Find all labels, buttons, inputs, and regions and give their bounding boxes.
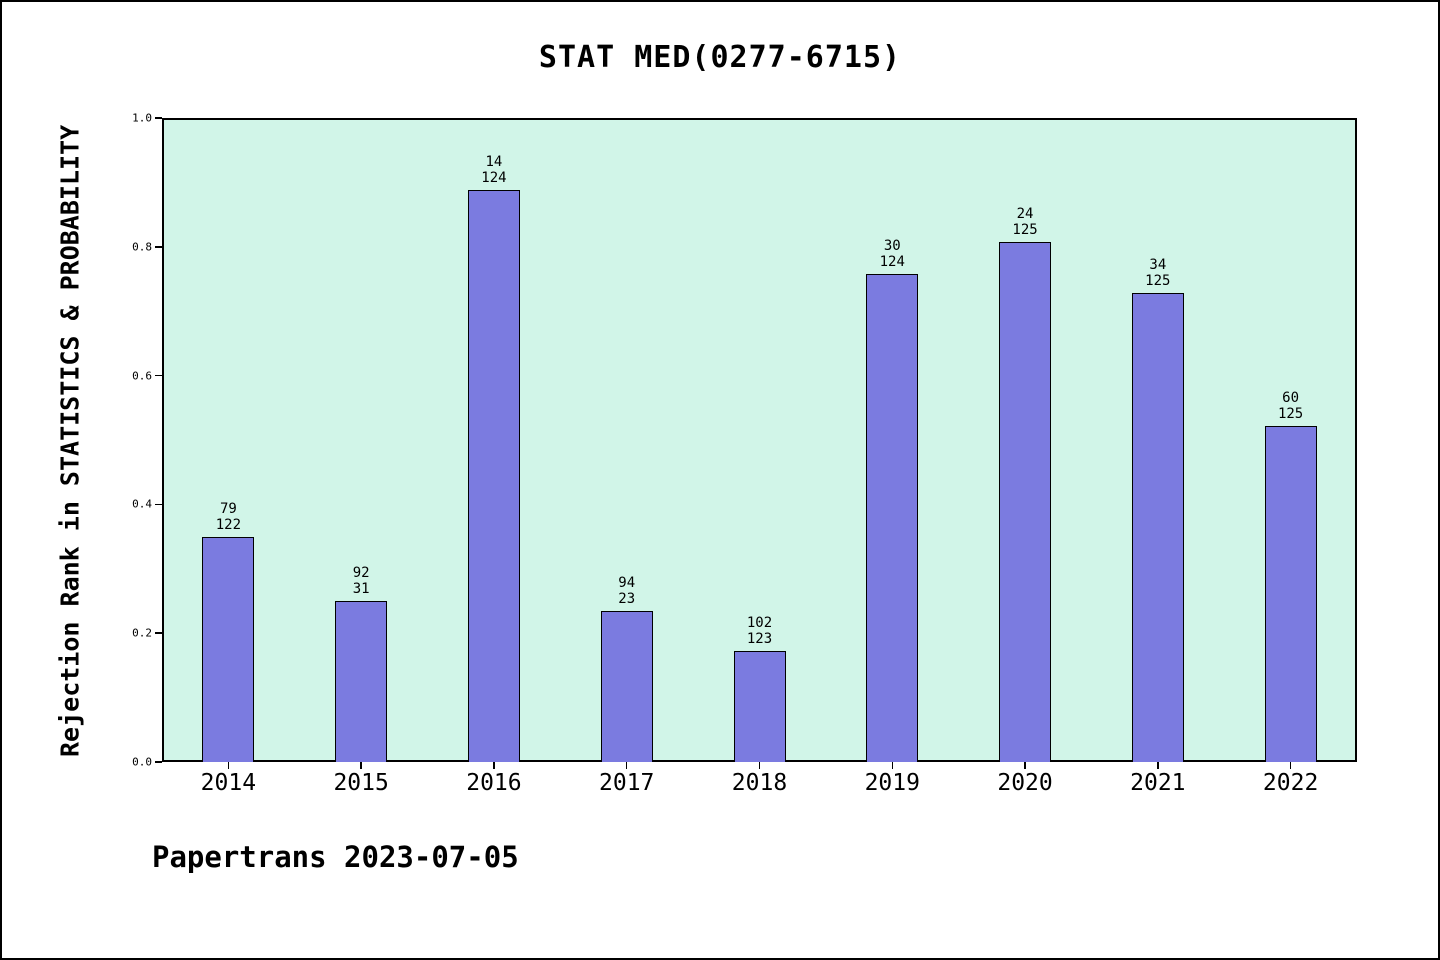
bar-2022 xyxy=(1264,425,1317,762)
y-tick-mark xyxy=(155,117,162,119)
x-tick-label: 2020 xyxy=(997,770,1053,796)
y-tick-label: 0.4 xyxy=(132,497,152,511)
y-tick-label: 0.0 xyxy=(132,755,152,769)
bar-value-label: 34 125 xyxy=(1145,257,1171,290)
x-tick-mark xyxy=(891,762,894,769)
y-tick-mark xyxy=(155,632,162,634)
y-tick-mark xyxy=(155,761,162,763)
bar-value-label: 92 31 xyxy=(352,565,370,597)
x-tick-label: 2019 xyxy=(864,770,920,796)
x-tick-label: 2015 xyxy=(333,770,389,796)
y-tick-label: 0.8 xyxy=(132,240,152,254)
y-tick-label: 0.6 xyxy=(132,369,152,383)
bar-value-label: 60 125 xyxy=(1277,389,1304,422)
x-tick-label: 2021 xyxy=(1130,770,1186,796)
x-tick-mark xyxy=(1157,762,1159,769)
chart-title: STAT MED(0277-6715) xyxy=(538,40,902,75)
y-tick-label: 1.0 xyxy=(132,111,152,125)
y-axis-label: Rejection Rank in STATISTICS & PROBABILI… xyxy=(55,124,85,758)
x-tick-label: 2022 xyxy=(1262,770,1319,796)
x-tick-label: 2014 xyxy=(200,770,257,796)
y-tick-label: 0.2 xyxy=(132,626,152,640)
x-tick-mark xyxy=(493,762,495,769)
bar-2017 xyxy=(600,610,653,762)
x-tick-mark xyxy=(227,762,230,769)
bar-value-label: 14 124 xyxy=(481,154,507,187)
bar-2019 xyxy=(866,273,919,762)
x-tick-mark xyxy=(758,762,761,769)
bar-2015 xyxy=(335,601,388,762)
x-tick-label: 2017 xyxy=(599,770,655,796)
x-tick-mark xyxy=(1024,762,1026,769)
x-tick-mark xyxy=(360,762,362,769)
footer-watermark: Papertrans 2023-07-05 xyxy=(152,840,519,874)
x-tick-mark xyxy=(625,762,628,769)
bar-value-label: 30 124 xyxy=(879,237,905,270)
x-tick-label: 2018 xyxy=(731,770,788,796)
bar-2021 xyxy=(1131,293,1184,762)
x-tick-label: 2016 xyxy=(466,770,522,796)
y-tick-mark xyxy=(155,374,162,377)
bar-2014 xyxy=(202,536,255,762)
bar-value-label: 94 23 xyxy=(618,574,636,607)
bar-2016 xyxy=(467,190,520,762)
bar-value-label: 79 122 xyxy=(215,500,242,533)
bar-2020 xyxy=(999,241,1052,762)
bar-2018 xyxy=(733,651,786,762)
y-tick-mark xyxy=(155,503,162,506)
bar-value-label: 24 125 xyxy=(1012,205,1038,238)
y-tick-mark xyxy=(155,246,162,248)
x-tick-mark xyxy=(1289,762,1292,769)
bar-value-label: 102 123 xyxy=(746,615,773,648)
